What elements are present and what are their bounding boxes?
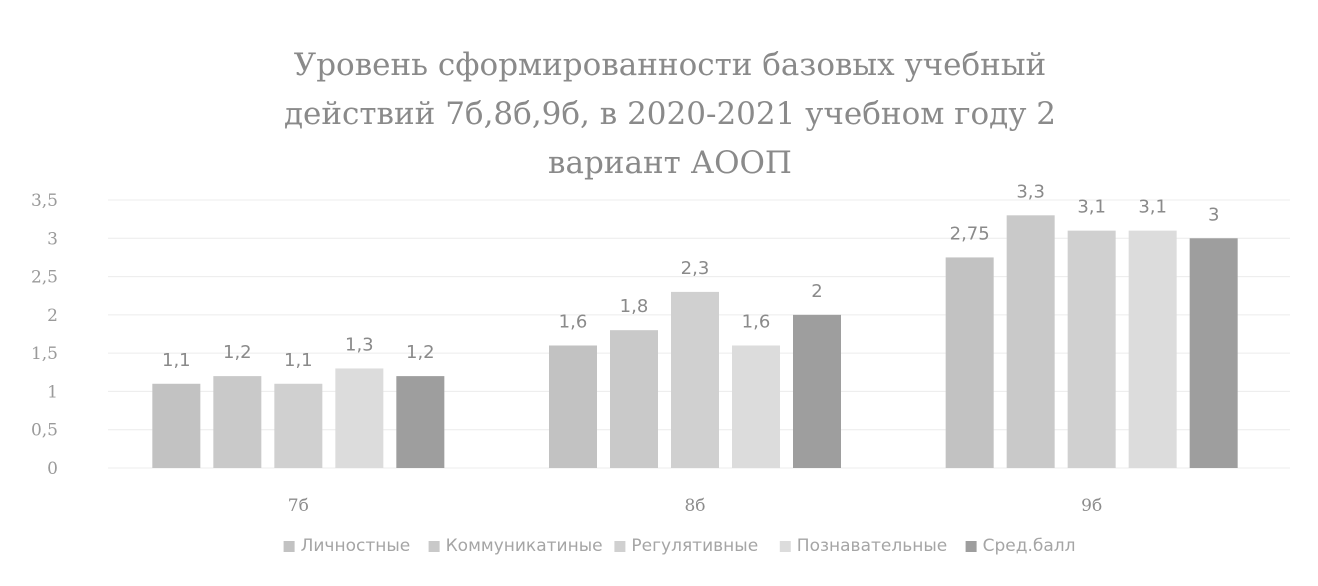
x-category-label: 9б bbox=[1081, 496, 1102, 516]
legend-label: Познавательные bbox=[797, 536, 947, 556]
bar bbox=[213, 376, 262, 468]
data-label: 2,75 bbox=[950, 223, 990, 244]
bar bbox=[335, 368, 384, 468]
legend-label: Сред.балл bbox=[983, 536, 1076, 556]
bar bbox=[671, 291, 719, 468]
chart-title-line-2: действий 7б,8б,9б, в 2020-2021 учебном г… bbox=[284, 96, 1056, 132]
data-label: 1,6 bbox=[559, 311, 588, 332]
bar bbox=[945, 257, 994, 468]
bars bbox=[152, 215, 1238, 468]
data-label: 3,1 bbox=[1077, 197, 1106, 218]
data-label: 1,6 bbox=[742, 311, 771, 332]
bar bbox=[1128, 230, 1177, 468]
chart-title-line-1: Уровень сформированности базовых учебный bbox=[294, 47, 1046, 83]
bar bbox=[549, 345, 597, 468]
y-tick-label: 3,5 bbox=[31, 191, 58, 211]
bar bbox=[274, 383, 323, 468]
x-category-label: 8б bbox=[684, 496, 705, 516]
y-tick-label: 3 bbox=[47, 229, 58, 249]
y-tick-label: 0,5 bbox=[31, 421, 58, 441]
chart-title: Уровень сформированности базовых учебный… bbox=[284, 47, 1056, 181]
data-label: 3,1 bbox=[1138, 197, 1167, 218]
chart-title-line-3: вариант АООП bbox=[548, 145, 792, 181]
data-label: 1,2 bbox=[406, 342, 435, 363]
bar bbox=[152, 383, 201, 468]
bar bbox=[610, 330, 658, 468]
data-label: 1,2 bbox=[223, 342, 252, 363]
legend-swatch bbox=[428, 541, 440, 552]
y-tick-label: 2 bbox=[47, 306, 58, 326]
bar bbox=[1006, 215, 1055, 468]
y-tick-label: 1 bbox=[47, 382, 58, 402]
data-label: 3,3 bbox=[1016, 181, 1045, 202]
legend-label: Личностные bbox=[301, 536, 411, 556]
bar bbox=[793, 314, 841, 468]
data-label: 1,3 bbox=[345, 334, 374, 355]
y-tick-label: 1,5 bbox=[31, 344, 58, 364]
y-axis-ticks: 0 0,5 1 1,5 2 2,5 3 3,5 bbox=[31, 191, 58, 479]
data-label: 1,1 bbox=[162, 350, 191, 371]
legend-swatch bbox=[283, 541, 295, 552]
legend-item: Сред.балл bbox=[965, 536, 1076, 556]
x-category-label: 7б bbox=[288, 496, 309, 516]
data-label: 2,3 bbox=[681, 258, 710, 279]
legend-item: Коммуникатиные bbox=[428, 536, 603, 556]
legend-swatch bbox=[965, 541, 977, 552]
legend-label: Регулятивные bbox=[631, 536, 758, 556]
bar bbox=[1067, 230, 1116, 468]
data-label: 2 bbox=[811, 281, 822, 302]
data-label: 1,1 bbox=[284, 350, 313, 371]
legend-item: Личностные bbox=[283, 536, 411, 556]
legend-swatch bbox=[614, 541, 626, 552]
legend-item: Познавательные bbox=[779, 536, 947, 556]
legend-label: Коммуникатиные bbox=[446, 536, 603, 556]
bar bbox=[1189, 238, 1238, 468]
legend: Личностные Коммуникатиные Регулятивные Позн… bbox=[283, 536, 1076, 556]
y-tick-label: 2,5 bbox=[31, 268, 58, 288]
data-labels: 1,1 1,2 1,1 1,3 1,2 1,6 1,8 2,3 1,6 2 2,75 3,3 3,1 3,… bbox=[162, 181, 1219, 370]
data-label: 1,8 bbox=[620, 296, 649, 317]
bar bbox=[396, 376, 445, 468]
bar bbox=[732, 345, 780, 468]
legend-item: Регулятивные bbox=[614, 536, 758, 556]
data-label: 3 bbox=[1208, 204, 1219, 225]
x-axis-categories: 7б 8б 9б bbox=[288, 496, 1102, 516]
legend-swatch bbox=[779, 541, 791, 552]
y-tick-label: 0 bbox=[47, 459, 58, 479]
